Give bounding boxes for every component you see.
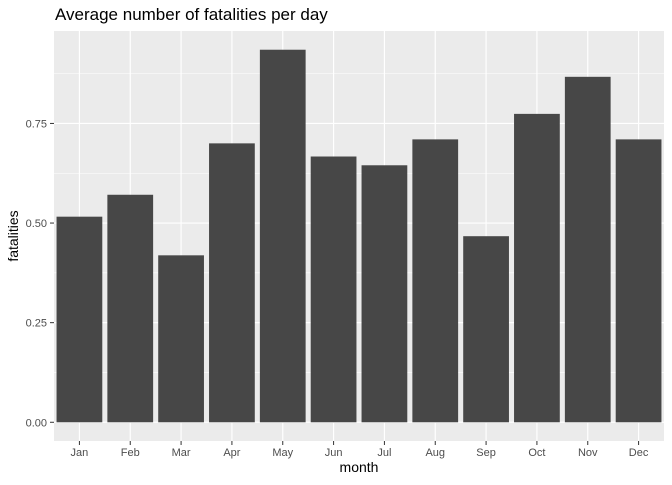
x-tick-label-jul: Jul — [377, 447, 391, 459]
x-tick-label-aug: Aug — [425, 447, 445, 459]
y-axis-ticks: 0.00 0.25 0.50 0.75 — [26, 118, 54, 429]
bar-may — [259, 49, 306, 423]
bar-mar — [158, 255, 204, 423]
x-tick-label-may: May — [272, 447, 293, 459]
x-tick-label-mar: Mar — [172, 447, 191, 459]
bar-jul — [361, 165, 408, 423]
bar-feb — [107, 194, 154, 423]
x-tick-label-sep: Sep — [476, 447, 496, 459]
x-tick-label-apr: Apr — [223, 447, 240, 459]
x-tick-label-nov: Nov — [578, 447, 598, 459]
x-axis-ticks: Jan Feb Mar Apr May Jun Jul Aug Sep Oct Nov Dec — [71, 441, 649, 459]
x-tick-label-jun: Jun — [325, 447, 343, 459]
bar-apr — [209, 143, 255, 423]
y-tick-label: 0.25 — [26, 318, 47, 330]
x-tick-label-feb: Feb — [121, 447, 140, 459]
bar-sep — [463, 236, 509, 423]
bar-jun — [310, 156, 357, 423]
x-axis-title: month — [340, 459, 379, 475]
chart-title: Average number of fatalities per day — [55, 5, 328, 24]
y-tick-label: 0.75 — [26, 118, 47, 130]
y-tick-label: 0.00 — [26, 417, 47, 429]
y-tick-label: 0.50 — [26, 218, 47, 230]
bar-jan — [56, 216, 103, 423]
bar-dec — [615, 139, 662, 423]
y-axis-title: fatalities — [5, 210, 21, 261]
bar-nov — [564, 76, 611, 423]
x-tick-label-dec: Dec — [629, 447, 649, 459]
bar-aug — [412, 139, 459, 423]
x-tick-label-oct: Oct — [528, 447, 545, 459]
bar-oct — [514, 113, 560, 423]
bars — [56, 49, 662, 423]
x-tick-label-jan: Jan — [71, 447, 89, 459]
